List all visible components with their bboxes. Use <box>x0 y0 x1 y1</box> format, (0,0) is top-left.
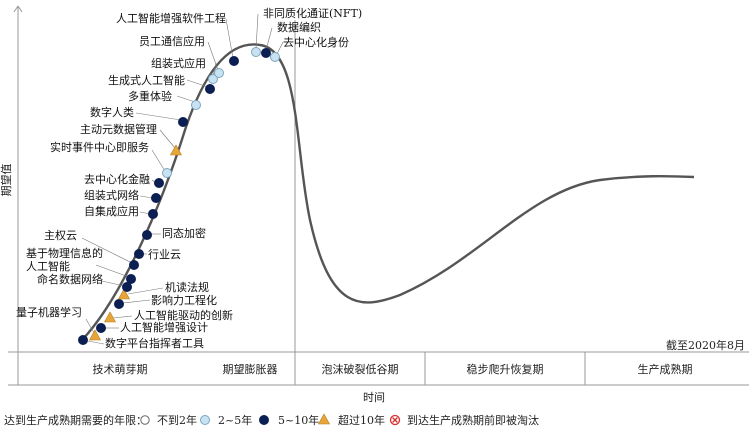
technology-label: 主动元数据管理 <box>80 122 157 136</box>
leader-line <box>85 318 95 334</box>
y-axis-label: 期望值 <box>0 164 13 197</box>
legend-symbol <box>259 415 269 425</box>
leader-line <box>159 129 176 149</box>
technology-marker <box>114 299 124 309</box>
leader-line <box>151 149 166 172</box>
leader-line <box>95 264 130 278</box>
legend-prefix: 达到生产成熟期需要的年限： <box>4 413 147 427</box>
technology-label: 量子机器学习 <box>16 305 82 319</box>
technology-label: 行业云 <box>148 248 181 261</box>
technology-marker <box>205 84 215 94</box>
technology-marker <box>214 68 224 78</box>
technology-marker <box>154 178 164 188</box>
phase-label-plateau: 生产成熟期 <box>638 362 693 376</box>
technology-marker <box>270 52 280 62</box>
legend-symbol <box>200 415 210 425</box>
leader-line <box>87 340 105 345</box>
technology-label: 人工智能增强软件工程 <box>116 11 226 25</box>
legend-symbol <box>389 414 401 426</box>
technology-label: 数字平台指挥者工具 <box>105 336 204 350</box>
technology-label: 生成式人工智能 <box>108 73 185 87</box>
technology-label: 人工智能增强设计 <box>120 320 208 334</box>
leader-line <box>112 315 133 319</box>
legend-item-label: 不到2年 <box>157 413 197 427</box>
technology-label: 数据编织 <box>277 20 321 34</box>
technology-label: 自集成应用 <box>84 204 139 218</box>
leader-line <box>176 95 196 103</box>
technology-marker <box>134 249 144 259</box>
legend-item-label: 超过10年 <box>338 413 385 427</box>
phase-label-trough: 泡沫破裂低谷期 <box>322 362 399 376</box>
technology-label: 影响力工程化 <box>151 293 217 307</box>
technology-label: 去中心化身份 <box>283 35 349 49</box>
date-note: 截至2020年8月 <box>666 338 745 352</box>
technology-marker <box>169 144 183 156</box>
technology-marker <box>117 288 131 300</box>
phase-label-innovation-trigger: 技术萌芽期 <box>93 362 148 376</box>
technology-label: 组装式网络 <box>84 188 139 202</box>
technology-label: 多重体验 <box>128 89 172 103</box>
x-axis-label: 时间 <box>363 391 385 404</box>
technology-marker <box>251 47 261 57</box>
leader-line <box>135 112 182 121</box>
leader-line <box>212 62 217 77</box>
technology-labels: 数字平台指挥者工具 量子机器学习人工智能增强设计人工智能驱动的创新影响力工程化机读… <box>16 6 362 350</box>
technology-marker <box>78 335 88 345</box>
leader-line <box>139 195 154 199</box>
technology-marker <box>96 323 106 333</box>
phase-band <box>8 20 749 386</box>
technology-marker <box>148 209 158 219</box>
technology-label: 数字人类 <box>90 105 134 119</box>
technology-marker <box>103 311 117 323</box>
leader-line <box>265 27 273 51</box>
technology-label: 员工通信应用 <box>139 34 205 48</box>
technology-marker <box>162 168 172 178</box>
technology-label: 去中心化金融 <box>84 172 150 186</box>
technology-marker <box>126 274 136 284</box>
legend-symbol <box>317 413 331 425</box>
technology-marker <box>208 74 218 84</box>
legend-item-label: 5~10年 <box>278 413 319 427</box>
technology-label: 实时事件中心即服务 <box>50 140 149 154</box>
legend-item-label: 到达生产成熟期前即被淘汰 <box>407 413 539 427</box>
technology-label: 组装式应用 <box>151 56 206 70</box>
technology-label: 非同质化通证(NFT) <box>263 6 362 20</box>
technology-label: 主权云 <box>44 229 77 242</box>
leader-line <box>81 237 133 264</box>
legend-symbol <box>140 415 150 425</box>
technology-marker <box>151 193 161 203</box>
chart-frame <box>8 5 749 353</box>
leader-line <box>225 18 234 59</box>
leader-line <box>207 41 219 71</box>
leader-line <box>122 299 151 304</box>
leader-line <box>255 13 259 50</box>
technology-marker <box>129 260 139 270</box>
legend: 达到生产成熟期需要的年限： 不到2年 2~5年 5~10年 超过10年 到达生产成熟期前… <box>4 413 539 427</box>
technology-markers <box>78 47 280 345</box>
technology-marker <box>229 56 239 66</box>
technology-marker <box>191 100 201 110</box>
technology-label: 基于物理信息的人工智能 <box>26 246 103 273</box>
technology-label: 命名数据网络 <box>37 272 103 286</box>
technology-label: 人工智能驱动的创新 <box>134 308 233 322</box>
legend-item-label: 2~5年 <box>218 413 252 427</box>
technology-marker <box>261 48 271 58</box>
leader-line <box>101 280 125 287</box>
leader-line <box>127 287 164 295</box>
technology-label: 同态加密 <box>162 226 206 240</box>
leader-line <box>186 79 209 88</box>
phase-label-peak: 期望膨胀器 <box>223 362 278 376</box>
technology-label: 机读法规 <box>165 280 209 294</box>
leader-line <box>276 41 284 55</box>
technology-marker <box>122 282 132 292</box>
technology-marker <box>142 230 152 240</box>
technology-marker <box>178 117 188 127</box>
phase-label-slope: 稳步爬升恢复期 <box>467 362 544 376</box>
technology-marker <box>88 329 102 341</box>
